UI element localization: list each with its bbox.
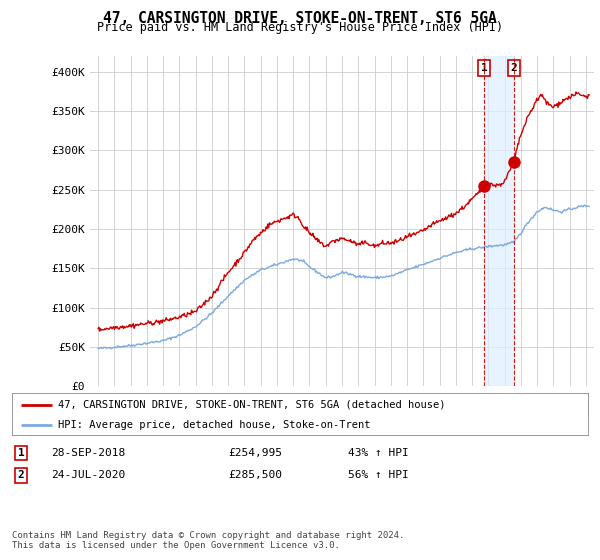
Text: 2: 2	[17, 470, 25, 480]
Bar	[484, 56, 514, 386]
Text: Contains HM Land Registry data © Crown copyright and database right 2024.
This d: Contains HM Land Registry data © Crown c…	[12, 530, 404, 550]
Text: HPI: Average price, detached house, Stoke-on-Trent: HPI: Average price, detached house, Stok…	[58, 419, 371, 430]
Text: 47, CARSINGTON DRIVE, STOKE-ON-TRENT, ST6 5GA: 47, CARSINGTON DRIVE, STOKE-ON-TRENT, ST…	[103, 11, 497, 26]
Text: Price paid vs. HM Land Registry's House Price Index (HPI): Price paid vs. HM Land Registry's House …	[97, 21, 503, 34]
Text: 56% ↑ HPI: 56% ↑ HPI	[348, 470, 409, 480]
Text: 43% ↑ HPI: 43% ↑ HPI	[348, 448, 409, 458]
Text: £285,500: £285,500	[228, 470, 282, 480]
Text: 1: 1	[17, 448, 25, 458]
Text: 24-JUL-2020: 24-JUL-2020	[51, 470, 125, 480]
Text: 28-SEP-2018: 28-SEP-2018	[51, 448, 125, 458]
Text: 1: 1	[481, 63, 488, 73]
Text: £254,995: £254,995	[228, 448, 282, 458]
Text: 2: 2	[511, 63, 517, 73]
Text: 47, CARSINGTON DRIVE, STOKE-ON-TRENT, ST6 5GA (detached house): 47, CARSINGTON DRIVE, STOKE-ON-TRENT, ST…	[58, 400, 446, 410]
